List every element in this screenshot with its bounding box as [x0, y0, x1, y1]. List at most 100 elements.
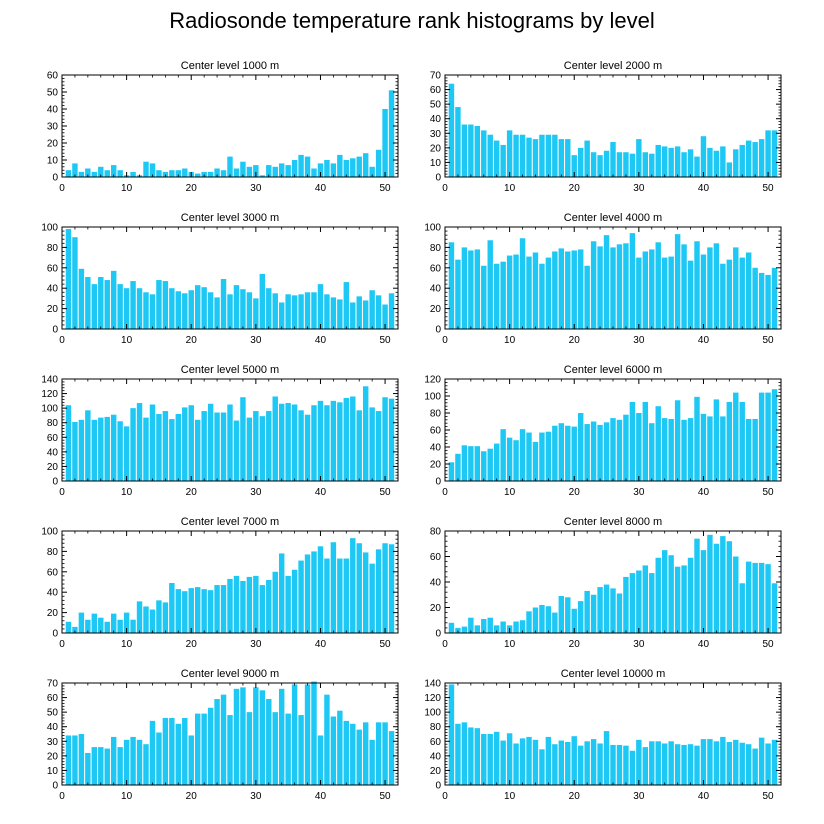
- histogram-bar: [311, 681, 317, 785]
- histogram-bar: [182, 168, 188, 177]
- histogram-bar: [169, 717, 175, 785]
- histogram-bar: [468, 727, 474, 785]
- histogram-bar: [668, 418, 674, 481]
- histogram-bar: [375, 411, 382, 481]
- histogram-bar: [713, 399, 720, 481]
- histogram-bar: [298, 294, 304, 329]
- histogram-bar: [597, 743, 603, 785]
- histogram-bar: [85, 619, 91, 633]
- x-tick-label: 30: [633, 183, 645, 194]
- y-tick-label: 80: [430, 527, 442, 538]
- x-tick-label: 50: [763, 335, 775, 346]
- histogram-bar: [636, 139, 642, 177]
- histogram-bar: [72, 237, 78, 329]
- histogram-bar: [356, 156, 362, 177]
- histogram-bar: [169, 170, 175, 177]
- histogram-bar: [455, 627, 461, 633]
- histogram-bar: [85, 276, 91, 329]
- histogram-bar: [649, 741, 655, 785]
- histogram-bar: [298, 410, 304, 481]
- histogram-bar: [687, 557, 694, 633]
- histogram-bar: [330, 542, 337, 633]
- histogram-bar: [649, 153, 655, 177]
- histogram-bar: [369, 407, 375, 481]
- histogram-bar: [661, 146, 668, 177]
- histogram-bar: [519, 429, 526, 481]
- histogram-bar: [175, 589, 182, 633]
- panel-title: Center level 8000 m: [564, 516, 662, 528]
- histogram-bar: [123, 739, 130, 785]
- y-tick-label: 80: [430, 722, 442, 733]
- x-tick-label: 0: [59, 487, 65, 498]
- histogram-panel: Center level 2000 m 0 10 20 30 40 50 0 10 20 30 40 5…: [430, 60, 782, 194]
- histogram-bar: [455, 453, 461, 481]
- histogram-bar: [240, 687, 246, 785]
- histogram-bar: [337, 154, 343, 177]
- histogram-bar: [616, 244, 623, 329]
- histogram-bar: [201, 287, 207, 329]
- histogram-bar: [674, 566, 681, 633]
- histogram-bar: [72, 421, 78, 481]
- histogram-bar: [713, 741, 720, 785]
- y-tick-label: 40: [47, 105, 59, 116]
- histogram-bar: [455, 107, 461, 177]
- histogram-bar: [91, 419, 98, 481]
- y-tick-label: 70: [47, 679, 59, 690]
- histogram-bar: [369, 166, 375, 177]
- histogram-bar: [117, 619, 123, 633]
- histogram-bar: [655, 741, 661, 785]
- histogram-bar: [233, 575, 240, 633]
- y-tick-label: 60: [47, 71, 59, 82]
- histogram-bar: [188, 290, 194, 329]
- histogram-bar: [674, 234, 681, 329]
- y-tick-label: 0: [52, 325, 58, 336]
- histogram-bar: [220, 279, 227, 329]
- histogram-bar: [649, 249, 655, 329]
- histogram-bar: [745, 744, 752, 785]
- histogram-bar: [317, 546, 324, 633]
- panel-title: Center level 1000 m: [181, 60, 279, 72]
- y-tick-label: 40: [430, 751, 442, 762]
- x-tick-label: 30: [250, 791, 262, 802]
- histogram-bar: [481, 451, 487, 481]
- histogram-bar: [506, 130, 513, 177]
- histogram-bar: [143, 606, 149, 633]
- histogram-bar: [182, 293, 188, 329]
- histogram-bar: [259, 416, 266, 481]
- histogram-bar: [752, 562, 758, 634]
- histogram-bar: [110, 613, 117, 633]
- histogram-bar: [369, 290, 375, 329]
- x-tick-label: 0: [59, 183, 65, 194]
- histogram-bar: [201, 171, 207, 177]
- histogram-bar: [765, 743, 771, 785]
- histogram-bar: [304, 156, 311, 177]
- histogram-bar: [240, 289, 246, 329]
- y-tick-label: 20: [430, 603, 442, 614]
- histogram-bar: [687, 744, 694, 785]
- histogram-bar: [771, 267, 778, 329]
- histogram-bar: [493, 625, 500, 633]
- histogram-bar: [526, 736, 532, 785]
- y-tick-label: 100: [424, 708, 441, 719]
- histogram-bar: [629, 401, 636, 481]
- panel-title: Center level 10000 m: [561, 668, 666, 680]
- histogram-bar: [681, 419, 687, 481]
- histogram-bar: [771, 583, 778, 633]
- histogram-bar: [291, 404, 298, 481]
- histogram-bar: [707, 247, 713, 329]
- histogram-bar: [577, 147, 584, 177]
- histogram-bar: [130, 281, 136, 329]
- histogram-bar: [552, 251, 558, 329]
- histogram-bar: [278, 302, 285, 329]
- histogram-bar: [687, 149, 694, 177]
- y-tick-label: 120: [41, 389, 58, 400]
- histogram-bar: [526, 256, 532, 329]
- y-tick-label: 0: [435, 781, 441, 792]
- histogram-bar: [461, 445, 468, 481]
- histogram-bar: [720, 263, 726, 329]
- histogram-bar: [362, 552, 369, 633]
- histogram-bar: [455, 723, 461, 785]
- histogram-bar: [694, 745, 700, 785]
- histogram-bar: [388, 731, 395, 785]
- panel-title: Center level 9000 m: [181, 668, 279, 680]
